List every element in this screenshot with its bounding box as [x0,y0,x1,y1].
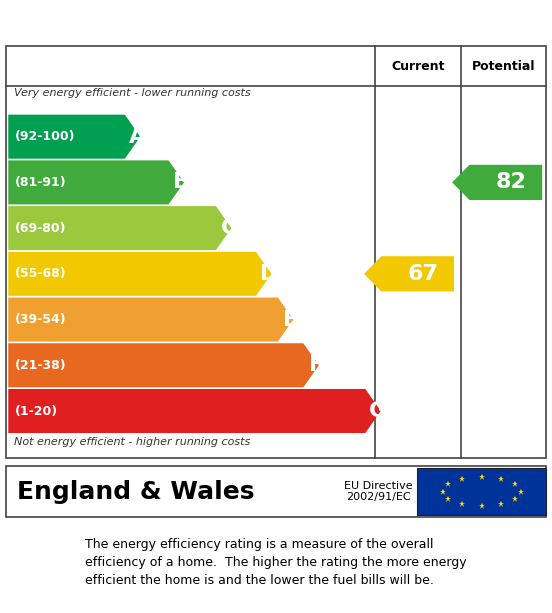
Text: A: A [129,127,146,147]
Text: (69-80): (69-80) [15,222,66,235]
Polygon shape [8,389,381,433]
Text: EU Directive
2002/91/EC: EU Directive 2002/91/EC [344,481,412,502]
Text: Current: Current [391,59,445,73]
Text: (1-20): (1-20) [15,405,58,417]
Polygon shape [8,343,319,387]
Text: 82: 82 [496,172,527,192]
Text: G: G [369,401,387,421]
Text: B: B [173,172,190,192]
Text: F: F [309,356,323,375]
Text: (81-91): (81-91) [15,176,67,189]
Text: E: E [283,310,298,330]
Text: (39-54): (39-54) [15,313,67,326]
Polygon shape [364,256,454,291]
Polygon shape [452,165,542,200]
Polygon shape [8,297,293,341]
Text: The energy efficiency rating is a measure of the overall
efficiency of a home.  : The energy efficiency rating is a measur… [85,538,467,587]
Text: Not energy efficient - higher running costs: Not energy efficient - higher running co… [14,437,250,447]
Text: C: C [220,218,237,238]
Text: 67: 67 [408,264,439,284]
Polygon shape [8,161,184,204]
Polygon shape [8,206,231,250]
Text: Very energy efficient - lower running costs: Very energy efficient - lower running co… [14,88,251,98]
Text: (92-100): (92-100) [15,130,76,143]
Text: D: D [259,264,278,284]
Text: England & Wales: England & Wales [17,479,254,503]
Text: (21-38): (21-38) [15,359,67,371]
Text: Energy Efficiency Rating: Energy Efficiency Rating [113,9,439,33]
Bar [417,468,546,514]
Text: Potential: Potential [472,59,535,73]
Text: (55-68): (55-68) [15,267,67,280]
Polygon shape [8,115,140,159]
Polygon shape [8,252,272,296]
